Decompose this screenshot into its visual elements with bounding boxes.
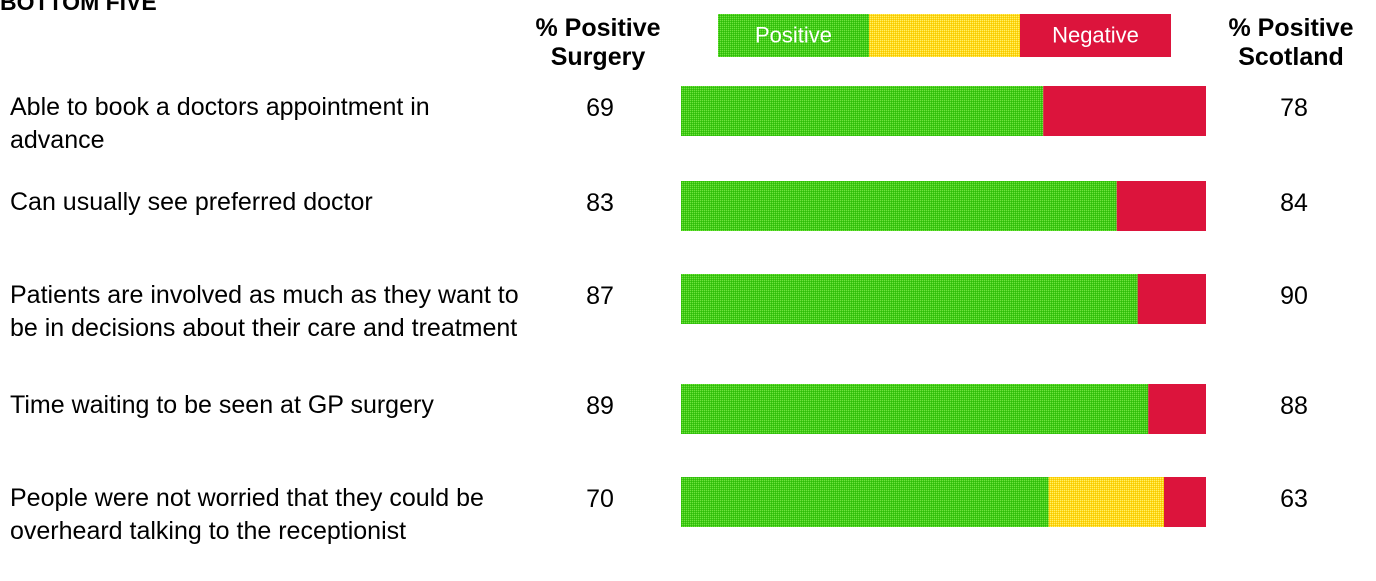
legend-swatch	[1020, 14, 1171, 57]
legend-swatch	[718, 14, 869, 57]
scotland-header: % Positive Scotland	[1228, 14, 1354, 71]
category-label: Patients are involved as much as they wa…	[10, 281, 519, 342]
scotland-value: 63	[1280, 485, 1308, 513]
bar-segment	[681, 86, 1044, 136]
category-label: Can usually see preferred doctor	[10, 188, 373, 216]
surgery-value: 89	[586, 392, 614, 420]
legend-label: Positive	[755, 22, 832, 47]
bar-segment	[1137, 274, 1206, 324]
surgery-value: 83	[586, 189, 614, 217]
legend-label: Negative	[1052, 22, 1139, 47]
category-label: Time waiting to be seen at GP surgery	[10, 391, 434, 419]
surgery-value: 87	[586, 282, 614, 310]
legend-swatch	[869, 14, 1020, 57]
bar-segment	[1116, 181, 1206, 231]
scotland-value: 78	[1280, 94, 1308, 122]
bar-segment	[681, 384, 1149, 434]
bar-segment	[681, 477, 1049, 527]
scotland-value: 84	[1280, 189, 1308, 217]
chart-title: BOTTOM FIVE	[0, 0, 157, 15]
surgery-header: % Positive Surgery	[535, 14, 661, 71]
scotland-value: 90	[1280, 282, 1308, 310]
category-label: People were not worried that they could …	[10, 484, 484, 545]
bar-segment	[1148, 384, 1206, 434]
bar-segment	[1048, 477, 1164, 527]
bar-segment	[1043, 86, 1206, 136]
bar-segment	[681, 274, 1138, 324]
surgery-value: 70	[586, 485, 614, 513]
bar-segment	[1164, 477, 1206, 527]
surgery-value: 69	[586, 94, 614, 122]
bar-segment	[681, 181, 1117, 231]
category-label: Able to book a doctors appointment in ad…	[10, 93, 430, 154]
scotland-value: 88	[1280, 392, 1308, 420]
